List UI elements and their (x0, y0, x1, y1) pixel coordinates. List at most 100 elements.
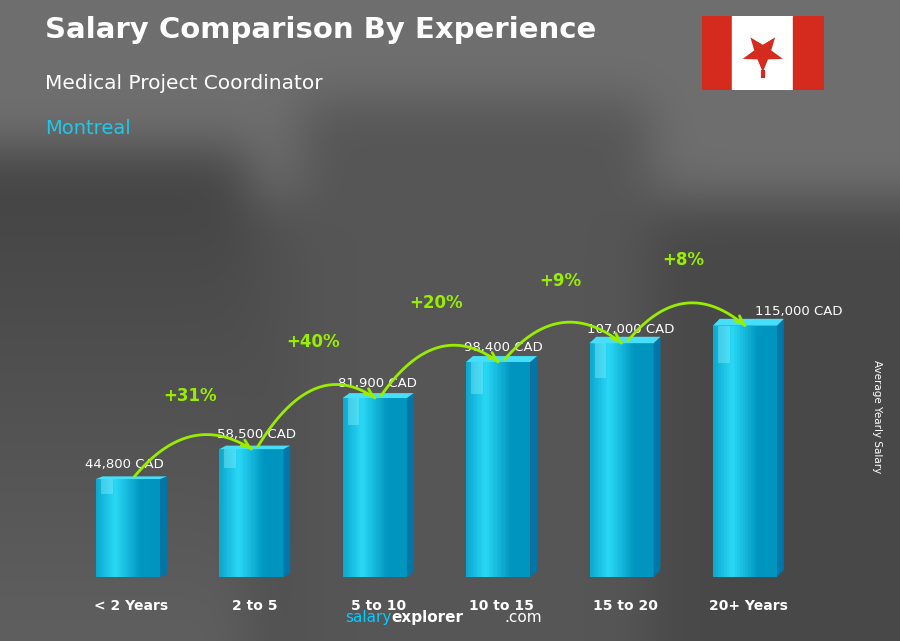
Bar (503, 362, 505, 577)
Bar (713, 326, 715, 577)
Bar (474, 362, 476, 577)
Bar (282, 449, 284, 577)
Bar (144, 479, 146, 577)
Bar (769, 326, 770, 577)
Bar (107, 479, 109, 577)
Bar (386, 398, 388, 577)
Bar (394, 398, 396, 577)
Bar (245, 449, 247, 577)
Bar (257, 449, 259, 577)
Bar (279, 449, 280, 577)
Bar (772, 326, 774, 577)
Bar (365, 398, 367, 577)
Bar (103, 479, 104, 577)
Bar (238, 449, 240, 577)
Text: +9%: +9% (539, 272, 580, 290)
Bar (277, 449, 279, 577)
Bar (499, 362, 500, 577)
Bar (220, 449, 222, 577)
Text: 15 to 20: 15 to 20 (592, 599, 657, 613)
Bar (134, 479, 136, 577)
Bar (123, 479, 125, 577)
Bar (469, 362, 471, 577)
Bar (748, 326, 750, 577)
Bar (723, 326, 724, 577)
Bar (766, 326, 768, 577)
Bar (122, 479, 123, 577)
Text: +40%: +40% (286, 333, 340, 351)
Bar (101, 479, 112, 494)
Bar (752, 326, 753, 577)
Bar (590, 343, 591, 577)
Text: +8%: +8% (662, 251, 705, 269)
Bar (761, 326, 762, 577)
Bar (345, 398, 346, 577)
Bar (128, 479, 130, 577)
Bar (263, 449, 265, 577)
Bar (506, 362, 508, 577)
Bar (652, 343, 653, 577)
Bar (359, 398, 360, 577)
Bar (606, 343, 608, 577)
Bar (396, 398, 397, 577)
Bar (591, 343, 593, 577)
Bar (649, 343, 651, 577)
Bar (472, 362, 482, 394)
Bar (237, 449, 239, 577)
Bar (614, 343, 616, 577)
Bar (346, 398, 347, 577)
Bar (404, 398, 405, 577)
Bar (626, 343, 628, 577)
Bar (479, 362, 481, 577)
Bar (608, 343, 610, 577)
Bar (762, 326, 764, 577)
Text: +20%: +20% (410, 294, 464, 312)
Bar (521, 362, 522, 577)
Bar (229, 449, 230, 577)
Text: +31%: +31% (163, 387, 217, 406)
Bar (376, 398, 378, 577)
Bar (631, 343, 633, 577)
Polygon shape (530, 356, 537, 577)
Bar (380, 398, 382, 577)
Bar (354, 398, 356, 577)
Bar (610, 343, 612, 577)
Bar (739, 326, 740, 577)
Bar (637, 343, 639, 577)
Bar (389, 398, 391, 577)
Bar (109, 479, 111, 577)
Bar (729, 326, 731, 577)
Bar (481, 362, 482, 577)
Bar (633, 343, 634, 577)
Polygon shape (160, 476, 166, 577)
Bar (256, 449, 257, 577)
Bar (392, 398, 394, 577)
Bar (230, 449, 232, 577)
Text: Salary Comparison By Experience: Salary Comparison By Experience (45, 16, 596, 44)
Bar (509, 362, 511, 577)
Bar (487, 362, 489, 577)
Bar (476, 362, 477, 577)
Bar (374, 398, 376, 577)
Bar (622, 343, 623, 577)
Polygon shape (284, 445, 291, 577)
Bar (120, 479, 122, 577)
Bar (370, 398, 372, 577)
Bar (152, 479, 154, 577)
Bar (271, 449, 273, 577)
Text: 44,800 CAD: 44,800 CAD (85, 458, 164, 471)
Bar (111, 479, 112, 577)
Bar (236, 449, 237, 577)
Bar (745, 326, 747, 577)
Bar (224, 449, 226, 577)
Bar (742, 326, 743, 577)
Bar (360, 398, 362, 577)
Bar (743, 326, 745, 577)
Bar (594, 343, 596, 577)
Bar (602, 343, 604, 577)
Bar (716, 326, 717, 577)
Bar (508, 362, 509, 577)
Polygon shape (653, 337, 661, 577)
Bar (146, 479, 148, 577)
Bar (388, 398, 389, 577)
